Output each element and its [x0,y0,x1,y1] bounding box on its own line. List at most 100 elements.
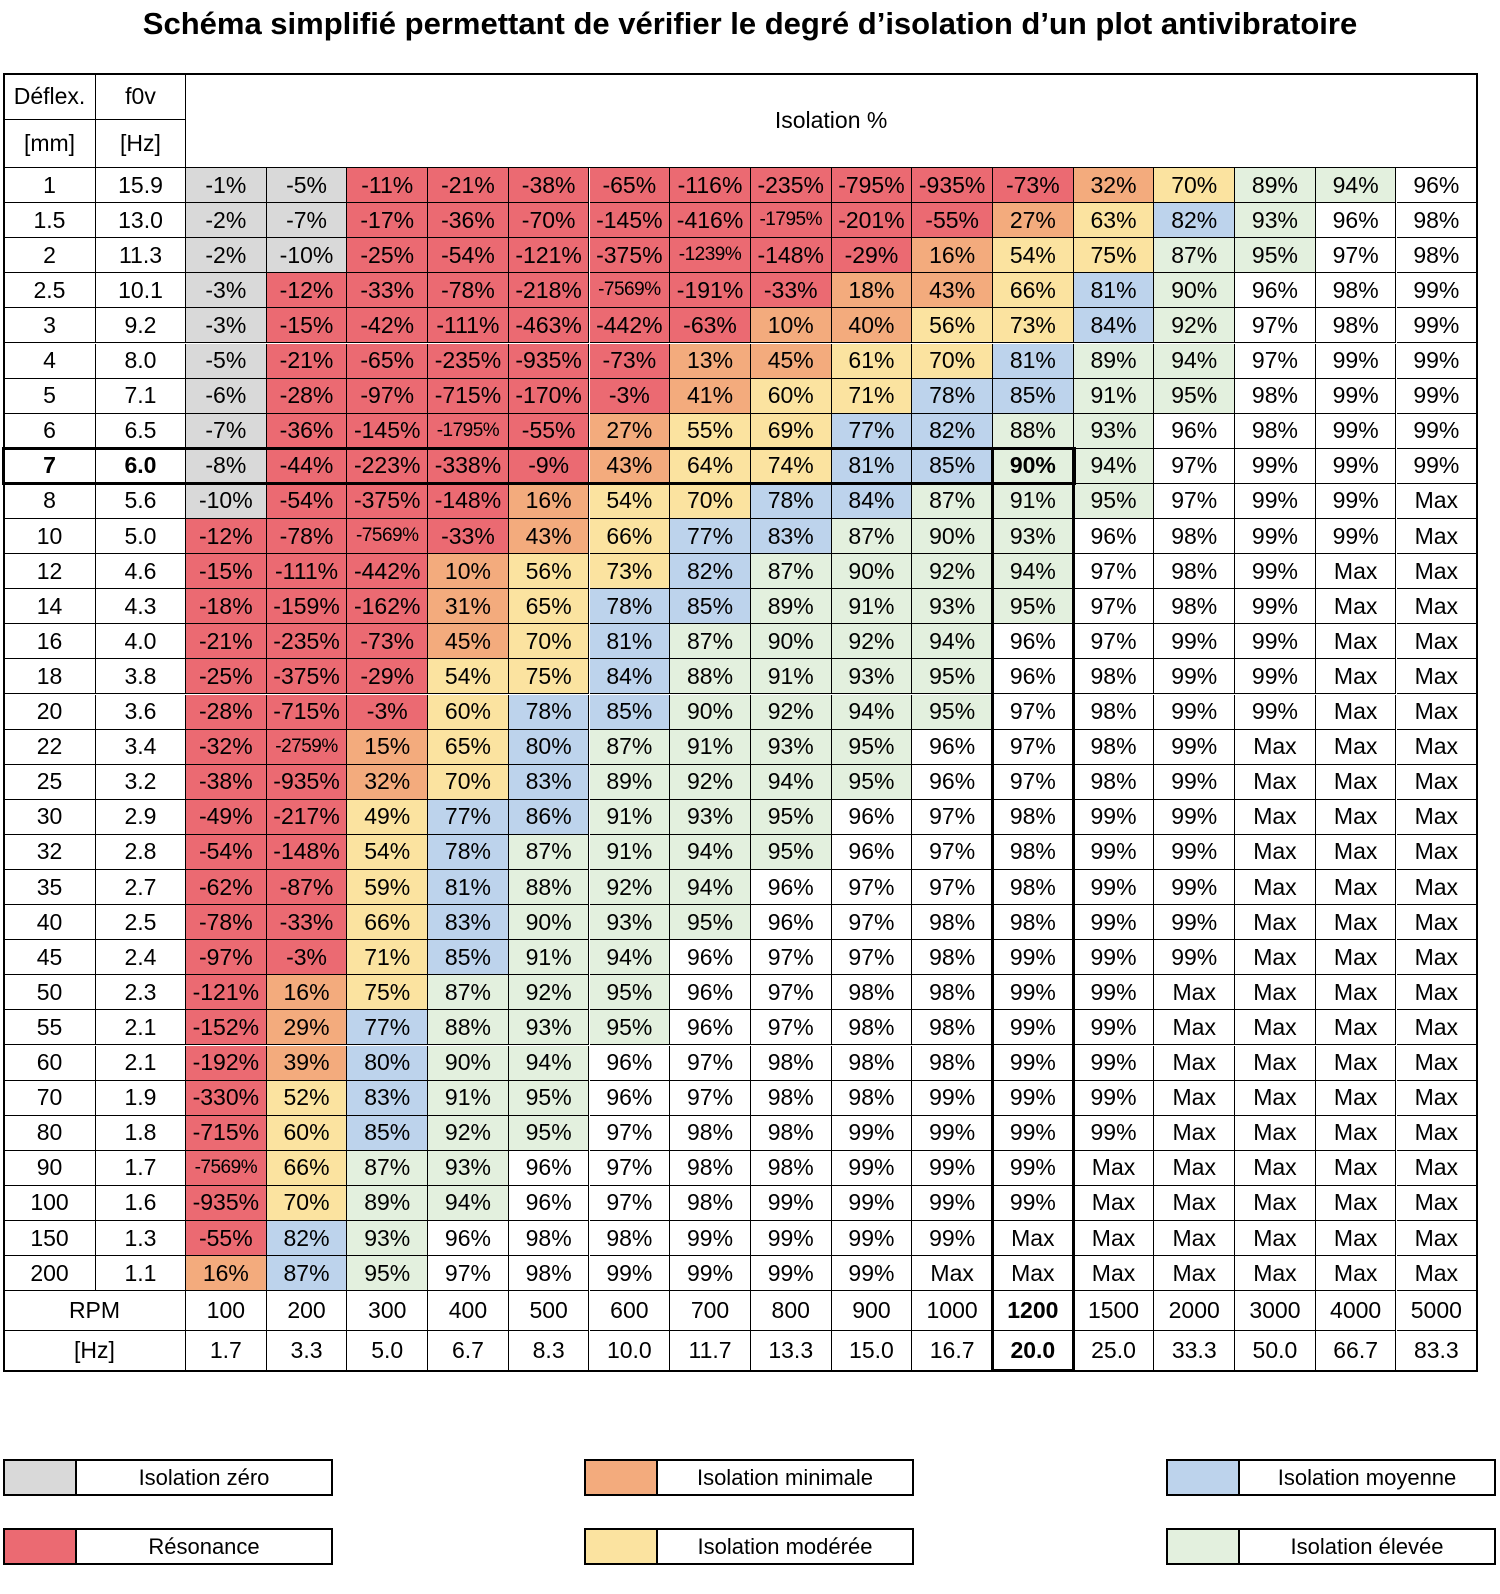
isolation-cell: 83% [508,764,590,800]
row-f0v: 1.8 [96,1115,186,1151]
isolation-cell: 77% [428,799,509,835]
isolation-cell: Max [1315,834,1397,870]
isolation-cell: 87% [1154,238,1236,274]
isolation-cell: 87% [912,483,993,519]
isolation-cell: 90% [428,1045,509,1081]
isolation-cell: Max [1396,1256,1478,1292]
isolation-cell: 96% [428,1221,509,1257]
isolation-cell: 90% [993,448,1074,484]
isolation-cell: 75% [1073,238,1155,274]
isolation-cell: 99% [831,1150,913,1186]
isolation-cell: 16% [266,975,348,1011]
isolation-cell: Max [1315,1256,1397,1292]
row-f0v: 9.2 [96,308,186,344]
isolation-cell: 78% [508,694,590,730]
isolation-cell: Max [1396,1185,1478,1221]
isolation-cell: 98% [912,1010,993,1046]
isolation-cell: 99% [1154,624,1236,660]
rpm-value: 2000 [1154,1291,1236,1332]
isolation-cell: 94% [993,554,1074,590]
isolation-cell: Max [912,1256,993,1292]
isolation-cell: 99% [1154,834,1236,870]
isolation-cell: 97% [993,694,1074,730]
isolation-cell: Max [1396,940,1478,976]
isolation-cell: -162% [347,589,429,625]
isolation-cell: -78% [428,273,509,309]
isolation-cell: -935% [912,168,993,204]
isolation-cell: -145% [589,203,671,239]
row-f0v: 3.6 [96,694,186,730]
hz-value: 10.0 [589,1331,671,1372]
isolation-cell: -9% [508,448,590,484]
legend-item-minimal: Isolation minimale [584,1459,914,1496]
isolation-cell: 97% [831,940,913,976]
isolation-cell: 99% [1073,905,1155,941]
rpm-value: 500 [508,1291,590,1332]
isolation-cell: 93% [670,799,751,835]
isolation-cell: 98% [750,1080,832,1116]
row-deflexion: 1 [4,168,96,204]
isolation-cell: 97% [912,870,993,906]
isolation-cell: 98% [750,1150,832,1186]
isolation-cell: -3% [266,940,348,976]
isolation-cell: 98% [670,1115,751,1151]
isolation-cell: 99% [1073,834,1155,870]
isolation-cell: Max [1396,870,1478,906]
row-deflexion: 32 [4,834,96,870]
isolation-cell: Max [1396,694,1478,730]
isolation-cell: 56% [508,554,590,590]
isolation-cell: 99% [1315,378,1397,414]
legend-swatch [5,1461,77,1494]
row-f0v: 5.0 [96,519,186,555]
isolation-cell: -36% [266,413,348,449]
row-f0v: 7.1 [96,378,186,414]
row-deflexion: 40 [4,905,96,941]
isolation-cell: Max [1235,975,1316,1011]
isolation-cell: 96% [670,940,751,976]
isolation-cell: -375% [347,483,429,519]
row-deflexion: 35 [4,870,96,906]
isolation-cell: 92% [589,870,671,906]
isolation-cell: 89% [589,764,671,800]
isolation-cell: 82% [266,1221,348,1257]
isolation-cell: Max [1315,1010,1397,1046]
isolation-cell: 99% [750,1185,832,1221]
isolation-cell: Max [1396,905,1478,941]
isolation-cell: Max [1154,1150,1236,1186]
isolation-cell: 98% [670,1185,751,1221]
isolation-cell: 87% [750,554,832,590]
isolation-cell: -235% [750,168,832,204]
rpm-value: 3000 [1235,1291,1316,1332]
isolation-cell: -935% [266,764,348,800]
isolation-cell: 99% [750,1221,832,1257]
isolation-cell: Max [1315,870,1397,906]
isolation-cell: -442% [347,554,429,590]
isolation-cell: -8% [186,448,267,484]
isolation-cell: Max [1235,834,1316,870]
isolation-cell: 98% [831,1045,913,1081]
isolation-cell: 99% [1073,1010,1155,1046]
isolation-cell: Max [1235,870,1316,906]
row-deflexion: 60 [4,1045,96,1081]
isolation-cell: 98% [831,1010,913,1046]
isolation-cell: 99% [1154,764,1236,800]
isolation-cell: 96% [912,764,993,800]
isolation-cell: 59% [347,870,429,906]
isolation-cell: Max [1235,905,1316,941]
isolation-cell: 97% [589,1115,671,1151]
isolation-cell: 87% [589,729,671,765]
isolation-cell: 99% [1073,1115,1155,1151]
isolation-cell: 70% [670,483,751,519]
isolation-cell: 85% [670,589,751,625]
isolation-cell: 84% [589,659,671,695]
isolation-cell: 93% [1235,203,1316,239]
isolation-cell: 60% [750,378,832,414]
isolation-cell: -29% [347,659,429,695]
isolation-cell: -148% [750,238,832,274]
isolation-cell: -18% [186,589,267,625]
isolation-cell: 94% [1073,448,1155,484]
isolation-cell: 95% [1235,238,1316,274]
isolation-cell: 54% [428,659,509,695]
rpm-value: 400 [428,1291,509,1332]
isolation-cell: 97% [670,1080,751,1116]
